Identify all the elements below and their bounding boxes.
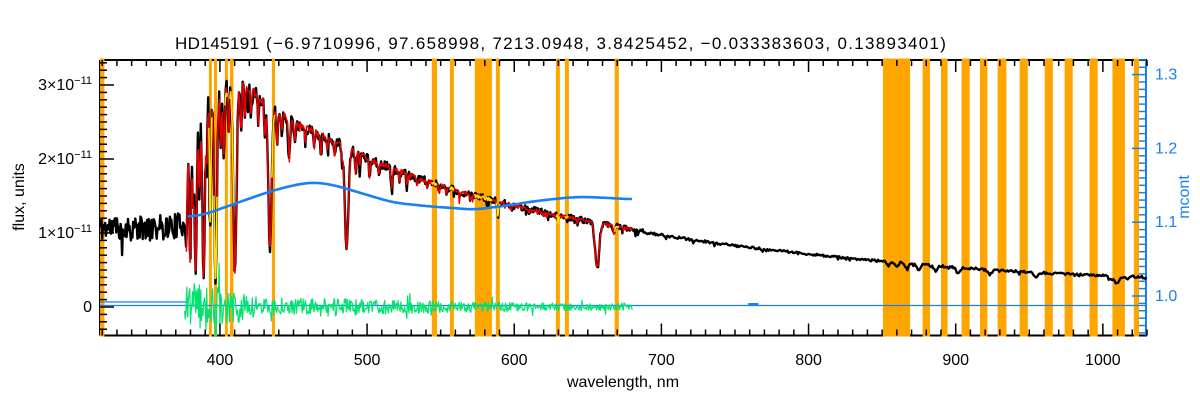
- y-left-tick-label: 3×10−11: [38, 75, 92, 94]
- plot-title-star: HD145191: [175, 34, 259, 53]
- x-tick-label: 800: [795, 352, 822, 369]
- masked-band-group: [100, 58, 1139, 337]
- y-left-tick-label: 0: [83, 299, 92, 316]
- y-right-tick-label: 1.0: [1155, 288, 1177, 305]
- masked-band: [1064, 58, 1073, 337]
- x-tick-label: 500: [354, 352, 381, 369]
- masked-band: [941, 58, 948, 337]
- y-right-tick-label: 1.1: [1155, 214, 1177, 231]
- masked-band: [224, 58, 228, 337]
- y-left-tick-label: 2×10−11: [38, 149, 92, 168]
- masked-model-curve: [224, 92, 229, 106]
- masked-band: [1019, 58, 1028, 337]
- masked-band: [431, 58, 437, 337]
- axis-ticks: 400 500 600 700 800 900 1000 0 1×10−11 2×10−11 3×1…: [38, 59, 1177, 369]
- masked-band: [1044, 58, 1053, 337]
- masked-band: [1133, 58, 1139, 337]
- plot-title-params: (−6.9710996, 97.658998, 7213.0948, 3.842…: [266, 34, 947, 53]
- masked-model-curve: [495, 202, 501, 217]
- masked-model-curve: [564, 215, 569, 219]
- x-axis-title: wavelength, nm: [566, 374, 679, 391]
- masked-model-curve: [213, 195, 218, 280]
- masked-band: [229, 58, 234, 337]
- y-right-axis-title: mcont: [1176, 175, 1193, 219]
- mcont-curve: [187, 181, 632, 218]
- x-tick-label: 400: [207, 352, 234, 369]
- y-right-tick-label: 1.3: [1155, 67, 1177, 84]
- x-tick-label: 700: [648, 352, 675, 369]
- masked-model-curve: [613, 225, 620, 233]
- masked-model-curve: [208, 117, 213, 223]
- masked-model-curve: [474, 193, 493, 202]
- masked-band: [882, 58, 911, 337]
- masked-band: [922, 58, 930, 337]
- y-left-tick-label: 1×10−11: [38, 223, 92, 242]
- y-right-tick-label: 1.2: [1155, 140, 1177, 157]
- masked-band: [449, 58, 454, 337]
- masked-model-curve: [271, 114, 276, 178]
- masked-band: [271, 58, 275, 337]
- masked-model-curve: [555, 214, 561, 225]
- x-tick-label: 1000: [1085, 352, 1121, 369]
- masked-band: [1112, 58, 1125, 337]
- masked-band: [961, 58, 970, 337]
- axis-labels: HD145191 (−6.9710996, 97.658998, 7213.09…: [11, 34, 1193, 391]
- spectrum-curves: [100, 79, 1147, 337]
- residuals-curve: [184, 262, 634, 337]
- masked-band: [980, 58, 988, 337]
- masked-band: [997, 58, 1007, 337]
- masked-band: [495, 58, 500, 337]
- y-left-axis-title: flux, units: [11, 163, 28, 231]
- masked-band: [1089, 58, 1098, 337]
- masked-model-curve: [431, 181, 438, 186]
- masked-band: [214, 58, 217, 337]
- x-tick-label: 900: [942, 352, 969, 369]
- masked-model-curve: [449, 186, 455, 191]
- x-tick-label: 600: [501, 352, 528, 369]
- masked-model-curve: [229, 91, 235, 204]
- masked-band: [100, 58, 105, 337]
